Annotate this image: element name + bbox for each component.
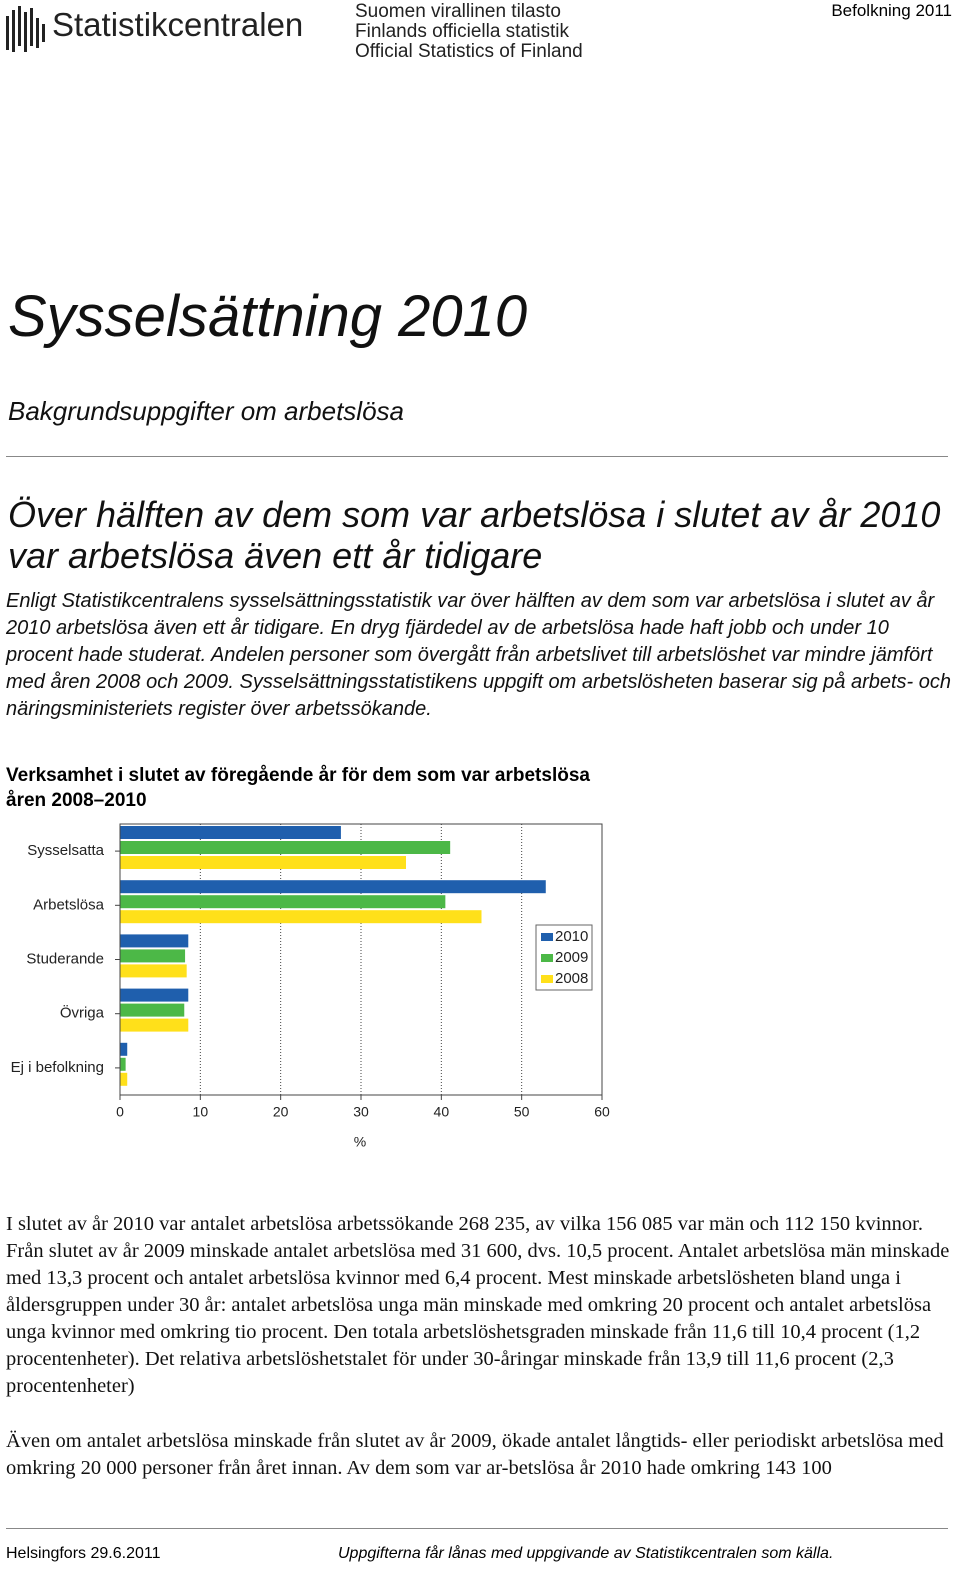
y-tick-label: Ej i befolkning	[11, 1059, 104, 1076]
x-tick-label: 30	[353, 1104, 369, 1120]
x-tick-label: 60	[594, 1104, 610, 1120]
x-tick-label: 10	[193, 1104, 209, 1120]
bar	[120, 910, 482, 924]
footer-note: Uppgifterna får lånas med uppgivande av …	[338, 1545, 834, 1562]
title: Sysselsättning 2010	[8, 284, 528, 349]
y-tick-label: Sysselsatta	[27, 842, 104, 859]
bar	[120, 964, 187, 978]
chart-title: Verksamhet i slutet av föregående år för…	[6, 765, 590, 786]
legend-label: 2009	[555, 949, 588, 966]
footer-rule	[6, 1528, 948, 1529]
bar	[120, 841, 451, 854]
subtitle: Bakgrundsuppgifter om arbetslösa	[8, 396, 405, 426]
bar	[120, 895, 446, 909]
chart-title: åren 2008–2010	[6, 790, 147, 811]
series-name: Befolkning 2011	[831, 1, 952, 20]
bar	[120, 1003, 185, 1017]
bar	[120, 949, 186, 963]
chart: 0 10 20 30 40 50 60 Sysselsatta Arbetslösa Studer…	[11, 823, 610, 1150]
x-tick-label: 40	[434, 1104, 450, 1120]
logo-icon	[6, 6, 45, 52]
bar	[120, 1057, 126, 1071]
x-axis-label: %	[354, 1134, 366, 1150]
lead-paragraph: Enligt Statistikcentralens sysselsättnin…	[6, 590, 951, 720]
bar	[120, 1042, 128, 1056]
bar	[120, 880, 546, 894]
bar	[120, 1072, 128, 1086]
official-line: Suomen virallinen tilasto	[355, 1, 561, 22]
y-tick-label: Övriga	[60, 1004, 105, 1022]
legend-label: 2008	[555, 970, 588, 987]
heading-line: Över hälften av dem som var arbetslösa i…	[8, 494, 941, 535]
legend-label: 2010	[555, 928, 588, 945]
bar	[120, 1018, 189, 1032]
official-line: Finlands officiella statistik	[355, 21, 570, 42]
x-tick-label: 20	[273, 1104, 289, 1120]
logo-text: Statistikcentralen	[52, 6, 304, 43]
x-tick-label: 0	[116, 1104, 124, 1120]
footer-date: Helsingfors 29.6.2011	[6, 1545, 161, 1562]
plot-frame	[119, 823, 603, 1096]
rule	[6, 456, 948, 457]
body-paragraph: Även om antalet arbetslösa minskade från…	[6, 1430, 944, 1479]
bar	[120, 934, 189, 948]
legend-swatch	[541, 933, 553, 941]
official-line: Official Statistics of Finland	[355, 41, 583, 62]
y-tick-label: Arbetslösa	[33, 896, 105, 913]
bar	[120, 988, 189, 1002]
bar	[120, 856, 406, 869]
y-tick-label: Studerande	[26, 950, 104, 967]
legend-swatch	[541, 954, 553, 962]
bar	[120, 826, 341, 839]
body-paragraph: I slutet av år 2010 var antalet arbetslö…	[6, 1213, 950, 1397]
x-tick-label: 50	[514, 1104, 530, 1120]
heading-line: var arbetslösa även ett år tidigare	[8, 535, 543, 576]
legend-swatch	[541, 975, 553, 983]
